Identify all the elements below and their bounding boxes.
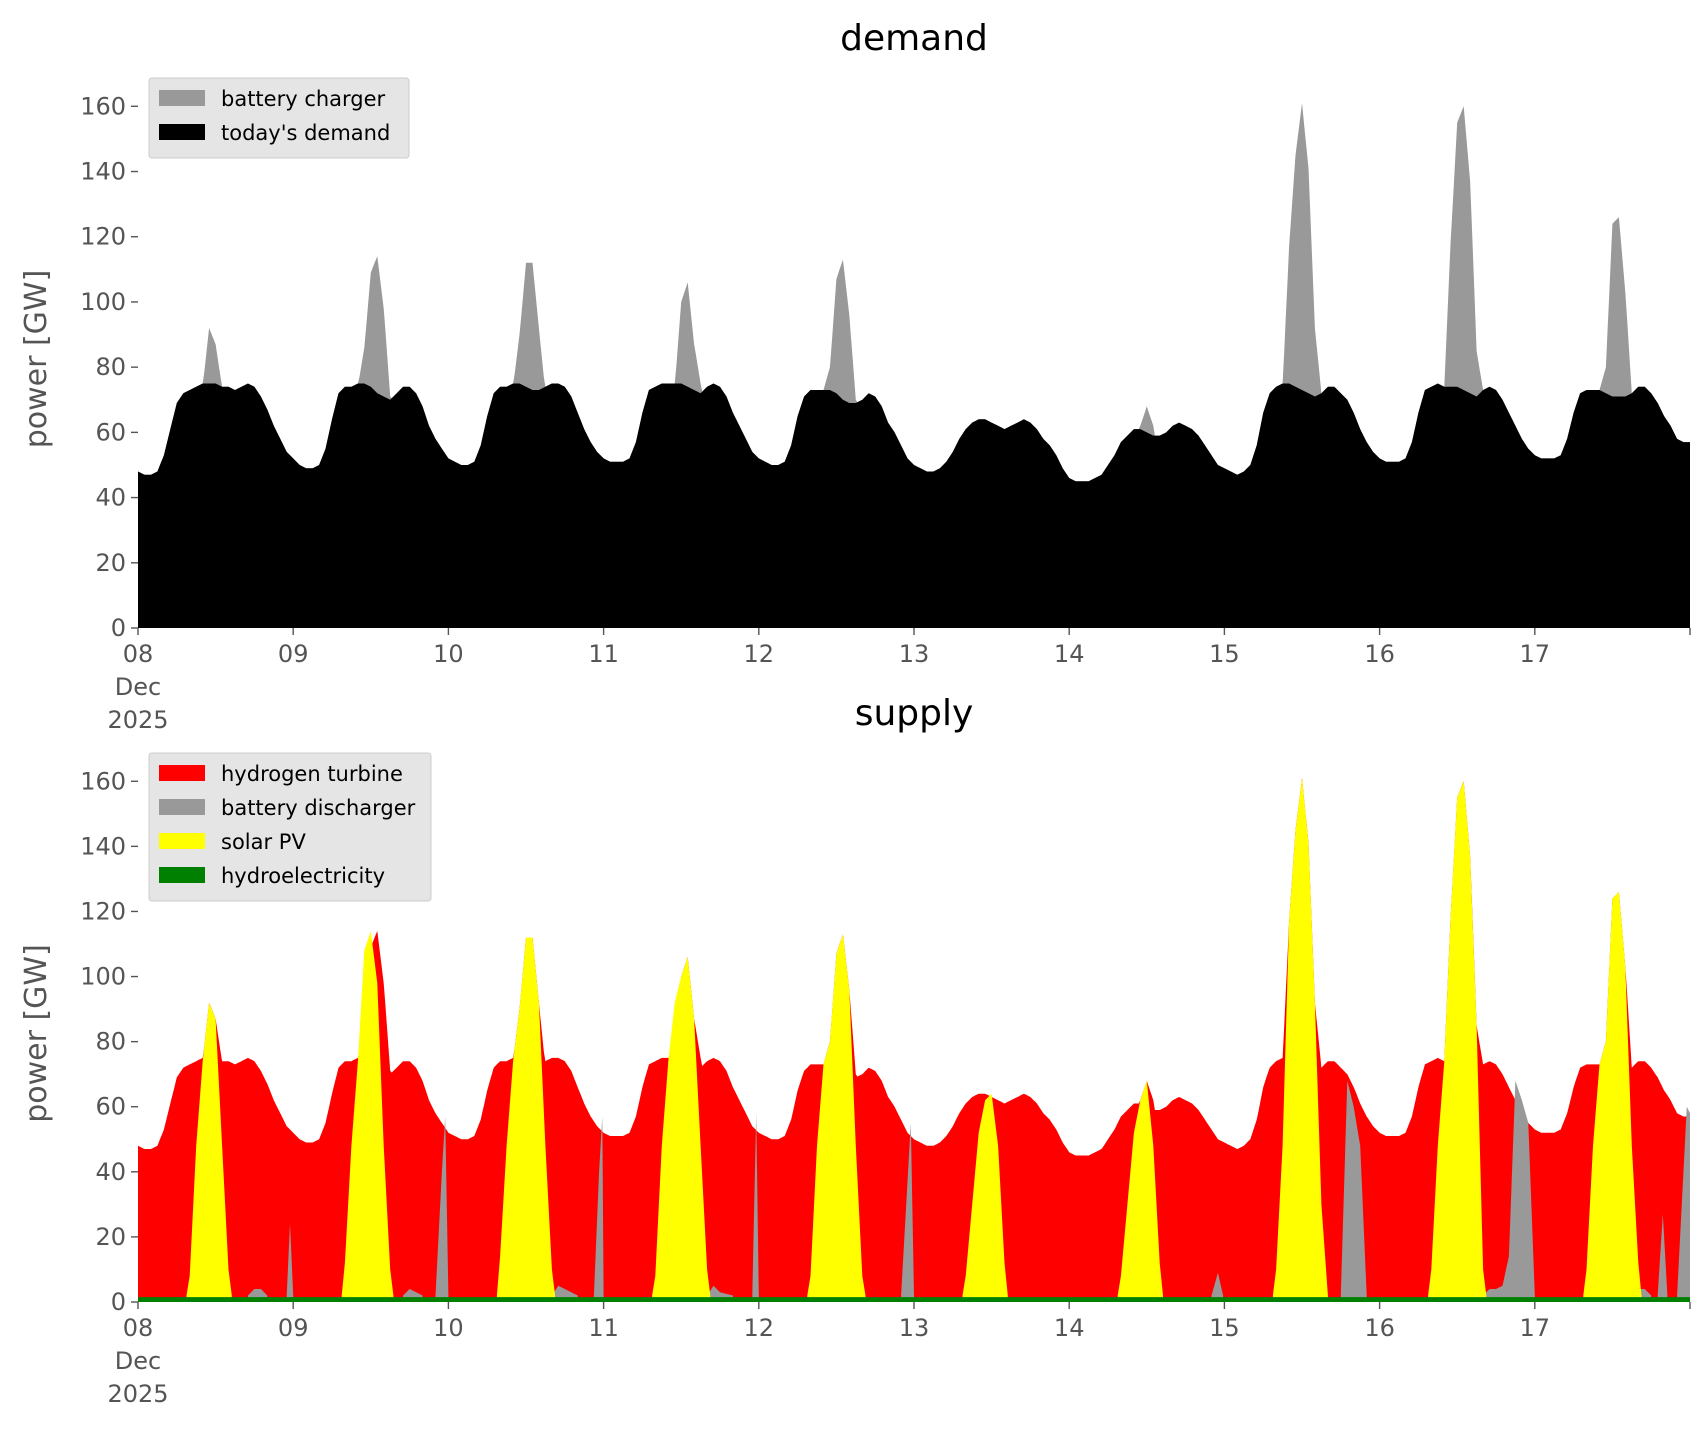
x-tick-label: 12 xyxy=(744,640,775,668)
battery-discharger-area xyxy=(1483,1080,1535,1302)
x-tick-label: 15 xyxy=(1209,1314,1240,1342)
battery-discharger-area xyxy=(435,1116,449,1302)
y-tick-label: 20 xyxy=(95,1223,126,1251)
legend-label: today's demand xyxy=(221,121,390,145)
todays-demand-area xyxy=(138,383,1690,628)
legend-label: battery charger xyxy=(221,87,386,111)
x-tick-label: 16 xyxy=(1364,1314,1395,1342)
x-tick-label: 11 xyxy=(588,1314,619,1342)
y-tick-label: 120 xyxy=(80,223,126,251)
legend-swatch xyxy=(159,799,205,815)
solar-pv-area xyxy=(1428,781,1487,1302)
y-tick-label: 120 xyxy=(80,897,126,925)
y-tick-label: 40 xyxy=(95,484,126,512)
y-tick-label: 100 xyxy=(80,963,126,991)
legend-swatch xyxy=(159,124,205,140)
x-tick-label: 13 xyxy=(899,640,930,668)
x-tick-label: 17 xyxy=(1520,1314,1551,1342)
legend-box xyxy=(148,752,432,902)
battery-discharger-area xyxy=(1677,1106,1690,1302)
battery-discharger-area xyxy=(286,1223,294,1302)
y-tick-label: 20 xyxy=(95,549,126,577)
battery-discharger-area xyxy=(1340,1080,1367,1302)
x-tick-label: 08 xyxy=(123,640,154,668)
legend-label: solar PV xyxy=(221,830,306,854)
legend-swatch xyxy=(159,867,205,883)
x-tick-label: 14 xyxy=(1054,1314,1085,1342)
y-tick-label: 80 xyxy=(95,1028,126,1056)
legend-swatch xyxy=(159,765,205,781)
x-tick-label: 08 xyxy=(123,1314,154,1342)
legend-box xyxy=(148,77,410,159)
hydroelectricity-area xyxy=(138,1297,1690,1302)
legend-label: battery discharger xyxy=(221,796,416,820)
y-tick-label: 60 xyxy=(95,1093,126,1121)
x-tick-label: 17 xyxy=(1520,640,1551,668)
solar-pv-area xyxy=(1272,778,1328,1302)
battery-discharger-area xyxy=(752,1113,759,1302)
chart-title: supply xyxy=(855,693,974,734)
y-tick-label: 160 xyxy=(80,92,126,120)
x-tick-label: Dec xyxy=(115,1347,161,1375)
y-tick-label: 80 xyxy=(95,353,126,381)
solar-pv-area xyxy=(652,957,711,1302)
y-tick-label: 100 xyxy=(80,288,126,316)
solar-pv-area xyxy=(1583,891,1642,1302)
x-tick-label: 10 xyxy=(433,640,464,668)
y-axis-label: power [GW] xyxy=(19,944,54,1123)
chart-title: demand xyxy=(840,18,988,59)
solar-pv-area xyxy=(186,1002,232,1302)
y-tick-label: 140 xyxy=(80,158,126,186)
x-tick-label: 2025 xyxy=(107,1380,168,1408)
y-tick-label: 60 xyxy=(95,418,126,446)
x-tick-label: 16 xyxy=(1364,640,1395,668)
x-tick-label: 10 xyxy=(433,1314,464,1342)
y-tick-label: 140 xyxy=(80,832,126,860)
solar-pv-area xyxy=(341,931,394,1302)
battery-discharger-area xyxy=(901,1123,914,1302)
y-tick-label: 40 xyxy=(95,1158,126,1186)
demand-chart: demand power [GW] 0 20 40 60 80 100 120 140 160 08 D… xyxy=(19,18,1691,734)
x-tick-label: 11 xyxy=(588,640,619,668)
solar-pv-area xyxy=(496,937,556,1302)
y-tick-label: 160 xyxy=(80,767,126,795)
y-tick-label: 0 xyxy=(111,614,126,642)
solar-pv-area xyxy=(1117,1080,1163,1302)
battery-discharger-area xyxy=(1211,1272,1224,1302)
legend-swatch xyxy=(159,833,205,849)
y-tick-label: 0 xyxy=(111,1288,126,1316)
legend-swatch xyxy=(159,90,205,106)
legend-label: hydrogen turbine xyxy=(221,762,403,786)
x-tick-label: Dec xyxy=(115,673,161,701)
battery-discharger-area xyxy=(1657,1214,1668,1302)
battery-discharger-area xyxy=(593,1116,604,1302)
y-axis-label: power [GW] xyxy=(19,270,54,449)
supply-chart: supply power [GW] 0 20 40 60 80 100 120 140 160 08 D… xyxy=(19,693,1691,1408)
solar-pv-area xyxy=(807,934,866,1302)
x-tick-label: 09 xyxy=(278,1314,309,1342)
x-tick-label: 13 xyxy=(899,1314,930,1342)
x-tick-label: 15 xyxy=(1209,640,1240,668)
solar-pv-area xyxy=(962,1093,1008,1302)
x-tick-label: 14 xyxy=(1054,640,1085,668)
x-tick-label: 12 xyxy=(744,1314,775,1342)
legend-label: hydroelectricity xyxy=(221,864,385,888)
x-tick-label: 2025 xyxy=(107,706,168,734)
x-tick-label: 09 xyxy=(278,640,309,668)
